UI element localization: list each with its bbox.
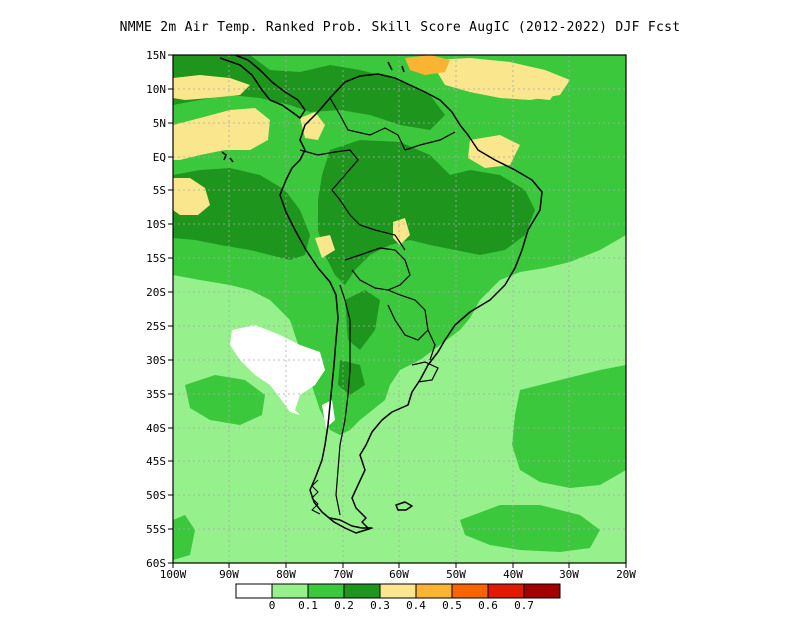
colorbar-swatch (415, 583, 453, 599)
border-peru-brazil (331, 189, 406, 251)
lon-label: 20W (616, 568, 636, 581)
coastline-southern-chile-fjords (311, 479, 321, 515)
lat-label: 60S (146, 557, 166, 570)
lat-label: 10S (146, 218, 166, 231)
field-orange-caribbean (405, 55, 450, 75)
border-argentina-brazil (427, 329, 436, 361)
field-yellow-equatorial (468, 135, 520, 168)
lon-label: 60W (389, 568, 409, 581)
lat-label: 50S (146, 489, 166, 502)
colorbar-label: 0.7 (514, 599, 534, 612)
field-yellow-northwest (173, 108, 270, 160)
border-brazil-guianas (404, 131, 456, 151)
skill-field (173, 55, 626, 563)
colorbar-swatch (451, 583, 489, 599)
lon-label: 100W (160, 568, 187, 581)
border-colombia-ecuador-peru (299, 149, 359, 191)
axis-ticks (168, 54, 627, 568)
coastline-falklands (395, 501, 413, 511)
lat-label: 5N (153, 117, 166, 130)
coastline-galapagos (221, 151, 234, 163)
field-high-skill-central (345, 290, 380, 350)
field-high-skill-amazon (318, 140, 535, 285)
lat-label: EQ (153, 151, 166, 164)
field-high-skill-caribbean (173, 55, 445, 130)
lon-label: 30W (559, 568, 579, 581)
field-yellow-caribbean-north (173, 75, 250, 100)
lon-label: 50W (446, 568, 466, 581)
lat-label: 10N (146, 83, 166, 96)
field-white-southpacific (230, 325, 325, 415)
map-title: NMME 2m Air Temp. Ranked Prob. Skill Sco… (119, 20, 681, 35)
coastline-caribbean-islands (387, 61, 405, 73)
colorbar-swatch (343, 583, 381, 599)
lon-label: 90W (219, 568, 239, 581)
colorbar-swatch (487, 583, 525, 599)
border-colombia-venezuela (329, 97, 406, 151)
field-yellow-eastpacific (173, 178, 210, 215)
lat-label: 15S (146, 252, 166, 265)
colorbar-label: 0.5 (442, 599, 462, 612)
colorbar: 0 0.1 0.2 0.3 0.4 0.5 0.6 0.7 (235, 583, 561, 612)
border-bolivia (344, 247, 411, 291)
field-high-skill-northwest (173, 168, 310, 260)
lat-label: 30S (146, 354, 166, 367)
lat-label: 35S (146, 388, 166, 401)
coastline-tierra-del-fuego (329, 517, 370, 529)
coastline-south-america (279, 73, 543, 534)
colorbar-label: 0 (269, 599, 276, 612)
field-yellow-andes-north (300, 112, 325, 140)
lon-label: 40W (503, 568, 523, 581)
lat-label: 55S (146, 523, 166, 536)
lat-label: 20S (146, 286, 166, 299)
country-borders (299, 97, 456, 516)
lon-labels: 100W 90W 80W 70W 60W 50W 40W 30W 20W (160, 568, 637, 581)
colorbar-label: 0.6 (478, 599, 498, 612)
field-medium-skill-pacific (185, 375, 265, 425)
lat-label: 15N (146, 49, 166, 62)
field-yellow-peru (315, 235, 335, 258)
field-high-skill-southwest (338, 360, 365, 395)
colorbar-swatch (379, 583, 417, 599)
colorbar-swatch (271, 583, 309, 599)
lat-labels: 15N 10N 5N EQ 5S 10S 15S 20S 25S 30S 35S… (146, 49, 166, 570)
colorbar-label: 0.2 (334, 599, 354, 612)
field-medium-skill-southpacific (173, 515, 195, 560)
lat-label: 40S (146, 422, 166, 435)
colorbar-label: 0.1 (298, 599, 318, 612)
lon-label: 80W (276, 568, 296, 581)
field-medium-skill-south (460, 505, 600, 552)
coastlines (219, 55, 543, 534)
border-uruguay (411, 361, 439, 383)
lon-label: 70W (333, 568, 353, 581)
colorbar-label: 0.3 (370, 599, 390, 612)
colorbar-swatch (523, 583, 561, 599)
colorbar-swatch (235, 583, 273, 599)
field-yellow-northeast (520, 72, 560, 100)
coastline-central-america (219, 55, 306, 119)
lat-label: 5S (153, 184, 166, 197)
border-chile-argentina (335, 284, 351, 516)
colorbar-label: 0.4 (406, 599, 426, 612)
lat-label: 45S (146, 455, 166, 468)
colorbar-swatch (307, 583, 345, 599)
lat-label: 25S (146, 320, 166, 333)
